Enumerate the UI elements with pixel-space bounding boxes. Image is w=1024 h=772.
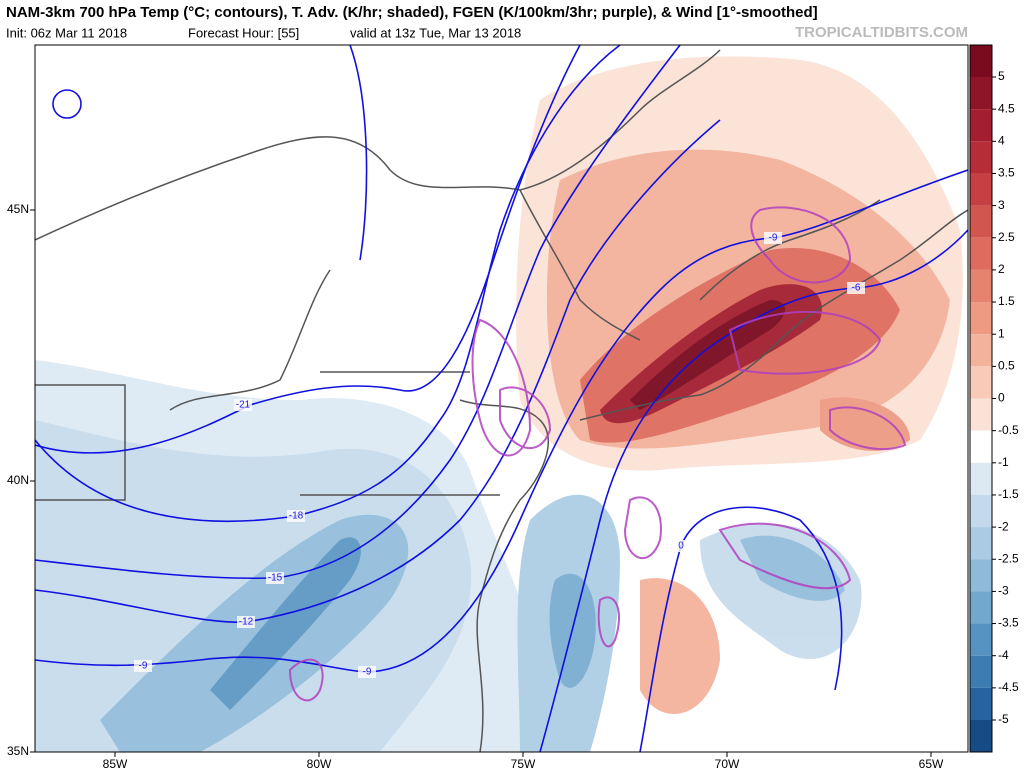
colorbar-tick-label: 1 [998,326,1005,340]
contour-label: -9 [139,661,148,672]
y-tick-label: 40N [7,473,29,487]
colorbar-swatch [970,173,992,206]
contour-label: 0 [678,541,684,552]
colorbar-tick-label: -2.5 [998,551,1019,565]
y-tick-label: 35N [7,744,29,758]
colorbar-tick-label: -0.5 [998,423,1019,437]
init-time: Init: 06z Mar 11 2018 [6,25,127,40]
colorbar-tick-label: 3 [998,198,1005,212]
colorbar-swatch [970,527,992,560]
colorbar-tick-label: 1.5 [998,294,1015,308]
colorbar-tick-label: -5 [998,712,1009,726]
colorbar-swatch [970,77,992,110]
contour-label-bg [358,666,376,678]
colorbar: 5 4.5 4 3.5 3 2.5 2 1.5 1 0.5 0 -0.5 -1 -1.5 -2 -2.5 -3 -… [969,44,1019,753]
contour-label: -15 [268,573,283,584]
colorbar-tick-label: -3 [998,584,1009,598]
colorbar-tick-label: 2.5 [998,230,1015,244]
contour-label-bg [234,399,252,411]
colorbar-tick-label: -1 [998,455,1009,469]
coastlines-borders [35,49,968,752]
colorbar-swatch [970,559,992,592]
colorbar-swatch [970,430,992,463]
x-tick-label: 70W [715,757,740,771]
colorbar-tick-label: 5 [998,69,1005,83]
colorbar-swatch [970,623,992,656]
colorbar-tick-label: -4.5 [998,680,1019,694]
title: NAM-3km 700 hPa Temp (°C; contours), T. … [6,4,818,21]
contour-labels: -21 -18 -15 -12 -9 -9 -6 -9 0 [134,232,865,678]
x-tick-label: 65W [919,757,944,771]
colorbar-swatch [970,269,992,303]
colorbar-swatch [970,591,992,624]
map [35,45,968,752]
map-frame [34,44,969,753]
colorbar-tick-label: 4 [998,133,1005,147]
contour-label-bg [237,616,255,628]
colorbar-tick-label: -2 [998,519,1009,533]
colorbar-swatch [970,141,992,174]
colorbar-tick-label: 0.5 [998,359,1015,373]
x-tick-label: 75W [511,757,536,771]
colorbar-swatch [970,205,992,238]
colorbar-tick-label: 4.5 [998,101,1015,115]
contour-label-bg [672,540,690,552]
y-tick-label: 45N [7,202,29,216]
contour-label: -9 [769,233,778,244]
colorbar-swatch [970,237,992,270]
colorbar-swatch [970,494,992,528]
axes: 85W 80W 75W 70W 65W 45N 40N 35N [7,202,944,771]
contour-label-bg [847,282,865,294]
colorbar-swatch [970,109,992,142]
contour-label: -9 [363,667,372,678]
credit: TROPICALTIDBITS.COM [795,24,968,41]
contour-label: -12 [239,617,254,628]
contour-label-bg [134,660,152,672]
colorbar-swatch [970,366,992,399]
contour-label-bg [266,572,284,584]
colorbar-swatch [970,334,992,367]
colorbar-swatch [970,655,992,688]
colorbar-swatch [970,720,992,752]
colorbar-tick-label: 2 [998,262,1005,276]
colorbar-swatch [970,302,992,335]
colorbar-swatch [970,462,992,495]
forecast-hour: Forecast Hour: [55] [188,25,299,40]
x-tick-label: 85W [103,757,128,771]
colorbar-tick-label: -3.5 [998,616,1019,630]
contour-label: -21 [236,400,251,411]
x-tick-label: 80W [307,757,332,771]
colorbar-tick-label: 0 [998,391,1005,405]
colorbar-tick-label: 3.5 [998,166,1015,180]
colorbar-swatch [970,687,992,720]
contour-label: -18 [289,511,304,522]
colorbar-tick-label: -4 [998,648,1009,662]
contour-label-bg [287,510,305,522]
frontogenesis-contours [288,206,907,702]
colorbar-swatch [970,398,992,431]
valid-time: valid at 13z Tue, Mar 13 2018 [350,25,521,40]
colorbar-swatch [970,45,992,77]
contour-label-bg [764,232,782,244]
contour-label: -6 [852,283,861,294]
colorbar-tick-label: -1.5 [998,487,1019,501]
